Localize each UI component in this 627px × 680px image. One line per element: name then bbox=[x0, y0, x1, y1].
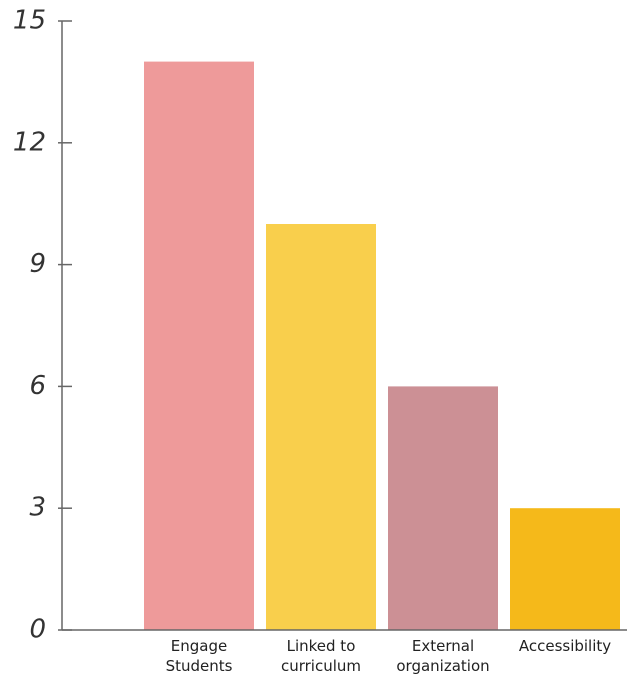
y-tick-label: 9 bbox=[29, 249, 46, 279]
bar bbox=[144, 61, 254, 631]
x-tick-label: External organization bbox=[396, 637, 490, 675]
bar bbox=[388, 386, 498, 630]
y-tick-label: 3 bbox=[29, 493, 46, 523]
y-tick-label: 15 bbox=[13, 6, 46, 36]
x-tick-label: Linked to curriculum bbox=[280, 637, 362, 675]
x-tick-label: Engage Students bbox=[165, 637, 233, 675]
y-tick-label: 12 bbox=[13, 127, 46, 157]
y-tick-label: 6 bbox=[29, 371, 46, 401]
x-tick-label: Accessibility bbox=[518, 637, 612, 655]
y-tick-label: 0 bbox=[29, 615, 46, 645]
bar bbox=[266, 224, 376, 630]
bar bbox=[510, 508, 620, 630]
